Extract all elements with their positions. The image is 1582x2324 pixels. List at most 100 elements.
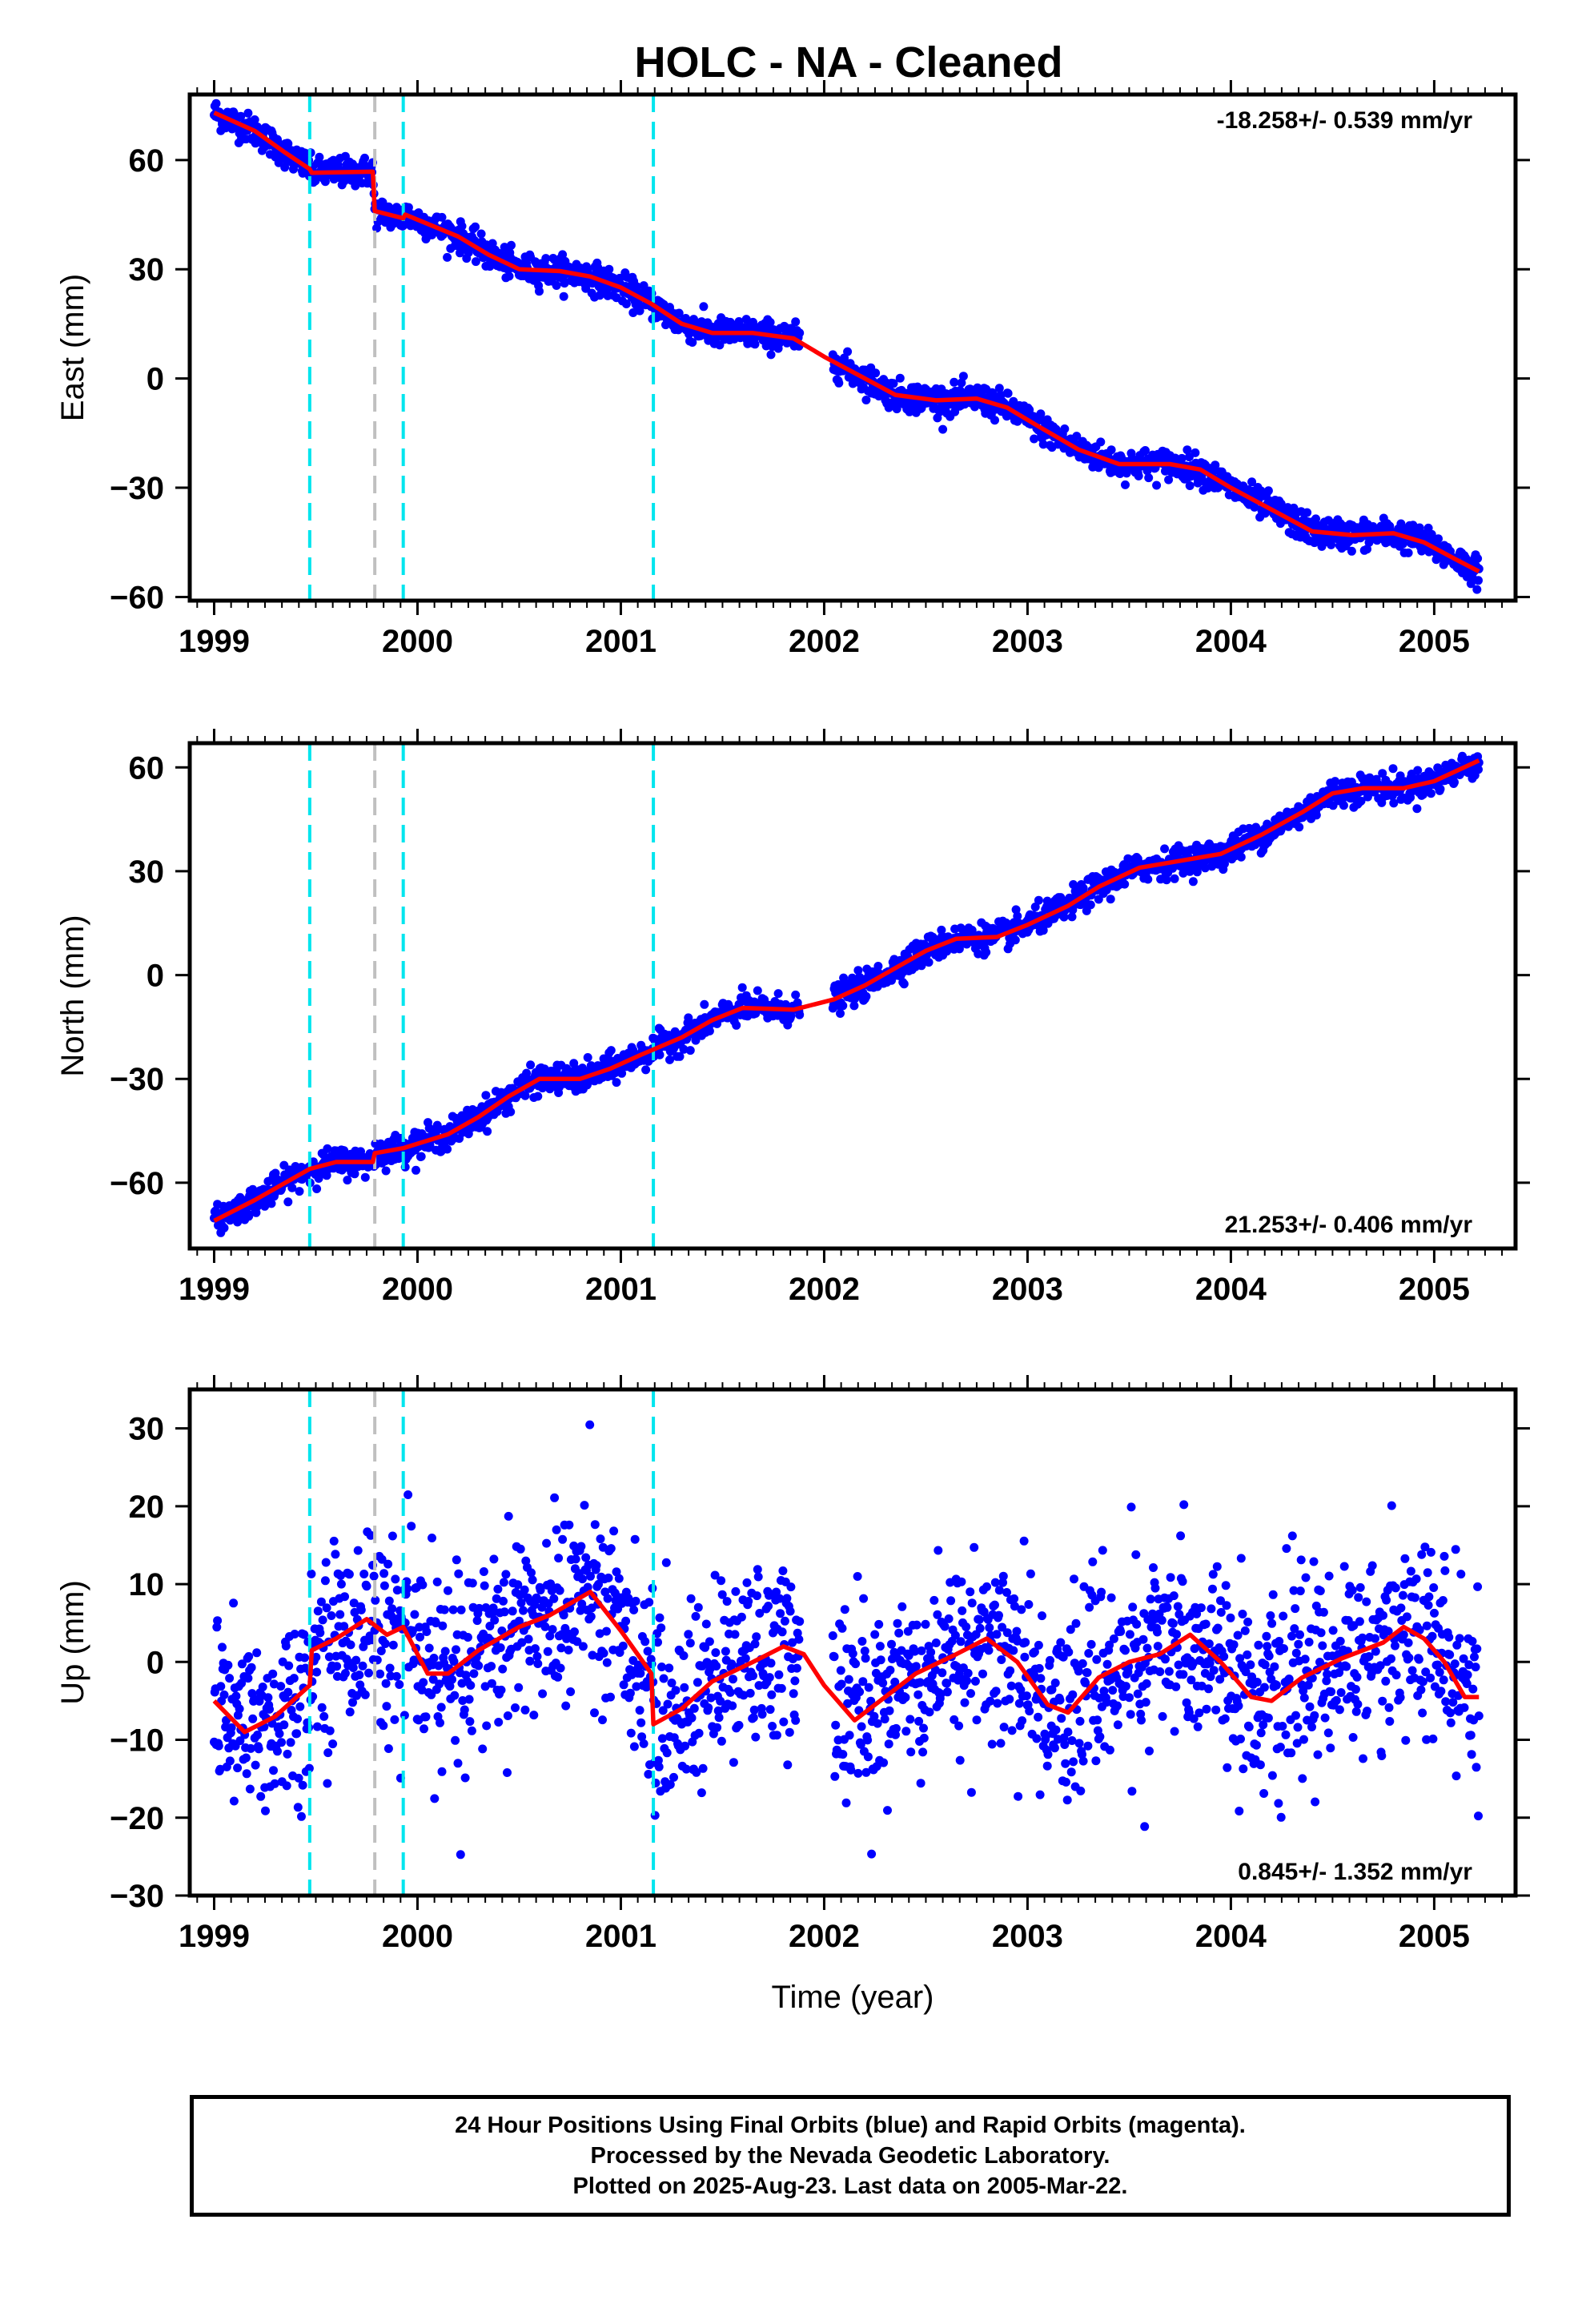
data-point (388, 1640, 398, 1650)
data-point (376, 1647, 386, 1655)
data-point (861, 396, 871, 404)
y-tick-label: 0 (147, 362, 164, 397)
data-point (773, 989, 783, 999)
data-point (429, 1654, 439, 1663)
data-point (435, 1679, 444, 1689)
data-point (471, 257, 480, 267)
data-point (536, 1586, 545, 1594)
data-point (674, 308, 684, 318)
data-point (265, 1704, 274, 1714)
data-point (485, 1622, 495, 1630)
data-point (631, 1596, 640, 1606)
data-point (1474, 765, 1483, 774)
data-point (840, 1605, 849, 1614)
panel-east: 1999 2000 2001 2002 2003 2004 2005−60−3003060E… (55, 80, 1530, 659)
data-point (777, 1683, 786, 1693)
data-point (837, 1623, 847, 1633)
data-point (721, 1647, 730, 1656)
data-point (550, 1493, 560, 1502)
data-point (665, 1779, 675, 1789)
data-point (697, 1788, 706, 1798)
data-point (219, 1690, 229, 1699)
data-point (1472, 585, 1482, 594)
model-line-east (213, 111, 1480, 574)
data-point (213, 1616, 223, 1626)
data-point (629, 1605, 639, 1614)
data-point (252, 1648, 262, 1658)
data-point (211, 99, 221, 108)
data-point (774, 1670, 784, 1679)
data-point (889, 379, 898, 388)
data-point (323, 1779, 332, 1788)
data-point (831, 1720, 841, 1730)
data-point (786, 1582, 796, 1592)
data-point (327, 1611, 336, 1620)
y-tick-label: −30 (110, 1062, 164, 1097)
data-point (353, 1546, 363, 1555)
data-point (556, 1643, 566, 1653)
data-point (452, 1555, 461, 1565)
data-point (383, 1744, 393, 1753)
data-point (456, 1605, 466, 1614)
data-point (684, 1013, 693, 1023)
data-point (753, 986, 762, 995)
data-point (1162, 875, 1171, 885)
data-point (705, 1027, 714, 1035)
data-points-up (210, 1420, 1484, 1860)
data-point (1038, 440, 1048, 449)
data-point (685, 1046, 695, 1055)
x-tick-label: 1999 (179, 1272, 250, 1307)
data-point (440, 1605, 449, 1614)
data-point (853, 966, 863, 975)
data-point (424, 1643, 434, 1653)
data-point (938, 424, 948, 434)
data-point (282, 1781, 291, 1791)
data-point (558, 1534, 568, 1544)
data-point (271, 1168, 280, 1178)
data-point (657, 1734, 667, 1743)
y-tick-label: 0 (147, 959, 164, 994)
data-point (460, 1705, 469, 1715)
data-point (295, 1702, 305, 1711)
data-point (795, 1617, 805, 1626)
data-point (322, 1171, 331, 1180)
data-point (1152, 480, 1162, 490)
data-point (606, 1046, 616, 1055)
data-point (369, 1571, 379, 1581)
data-point (1164, 475, 1174, 485)
panel-north: 1999 2000 2001 2002 2003 2004 2005−60−3003060N… (55, 729, 1530, 1307)
data-point (753, 1591, 761, 1601)
y-tick-label: 60 (129, 143, 165, 179)
data-point (281, 1641, 291, 1651)
data-point (215, 1764, 225, 1774)
data-point (710, 1570, 720, 1580)
data-point (1236, 852, 1246, 862)
data-point (294, 1773, 303, 1783)
data-point (541, 254, 551, 263)
data-point (585, 1420, 595, 1429)
data-point (766, 1659, 776, 1668)
data-point (336, 1579, 346, 1589)
data-point (317, 1703, 327, 1712)
data-point (535, 287, 544, 296)
data-point (834, 378, 844, 388)
data-point (728, 1701, 737, 1711)
data-point (548, 1625, 557, 1634)
data-point (790, 1676, 800, 1686)
data-point (324, 1652, 334, 1662)
data-point (749, 1705, 759, 1715)
data-point (382, 1702, 391, 1711)
data-point (791, 990, 801, 999)
data-point (383, 1559, 393, 1569)
data-point (428, 1534, 436, 1542)
data-point (1030, 903, 1040, 911)
data-point (1034, 895, 1043, 905)
data-point (1426, 789, 1435, 798)
data-point (1185, 481, 1195, 490)
data-point (359, 1642, 368, 1651)
data-point (1191, 448, 1200, 457)
data-point (1347, 546, 1356, 556)
x-tick-label: 2000 (382, 624, 453, 659)
data-point (549, 1594, 559, 1603)
data-point (572, 1637, 582, 1647)
